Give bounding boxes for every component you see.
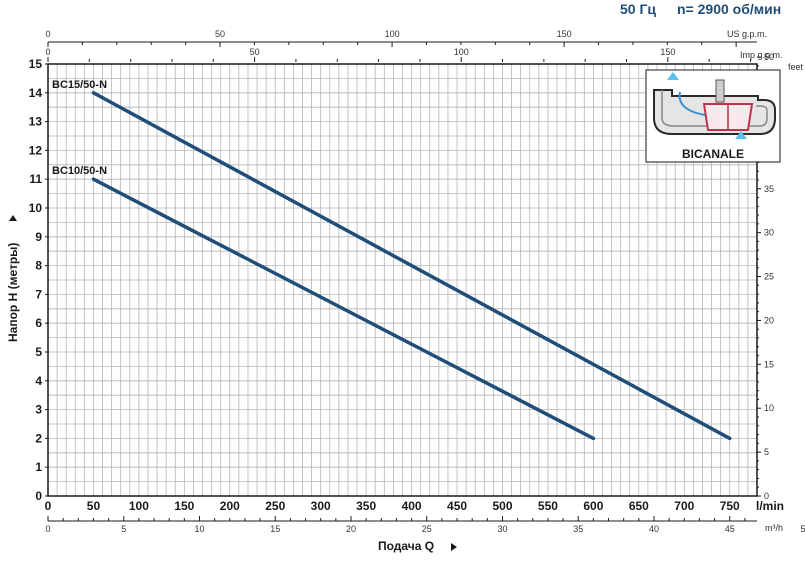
y-tick-label: 10 [29, 201, 43, 215]
header-speed: n= 2900 об/мин [677, 1, 781, 17]
y-tick-label: 3 [35, 403, 42, 417]
y-tick-label: 4 [35, 374, 42, 388]
y-axis-label: Напор H (метры) [6, 243, 20, 342]
x-tick-label-m3h: 50 [800, 524, 805, 534]
us-gpm-tick-label: 0 [45, 29, 50, 39]
us-gpm-tick-label: 50 [215, 29, 225, 39]
x-tick-label-lmin: 250 [265, 499, 285, 513]
x-tick-label-m3h: 10 [194, 524, 204, 534]
feet-tick-label: 5 [764, 447, 769, 457]
x-tick-label-lmin: 450 [447, 499, 467, 513]
x-tick-label-lmin: 150 [174, 499, 194, 513]
y-tick-label: 5 [35, 345, 42, 359]
feet-tick-label: 20 [764, 315, 774, 325]
x-tick-label-m3h: 20 [346, 524, 356, 534]
y-tick-label: 1 [35, 460, 42, 474]
imp-gpm-unit: Imp g.p.m. [740, 50, 783, 60]
y-tick-label: 14 [29, 86, 43, 100]
plot-frame [45, 41, 761, 522]
series-line-1 [91, 91, 732, 441]
x-unit-m3h: m³/h [765, 523, 783, 533]
y-tick-label: 13 [29, 115, 43, 129]
imp-gpm-tick-label: 100 [454, 47, 469, 57]
y-tick-label: 2 [35, 431, 42, 445]
x-tick-label-lmin: 100 [129, 499, 149, 513]
y-tick-label: 11 [29, 172, 42, 186]
x-axis-label: Подача Q [378, 539, 434, 553]
x-tick-label-lmin: 200 [220, 499, 240, 513]
x-tick-label-lmin: 0 [45, 499, 52, 513]
x-tick-label-m3h: 25 [422, 524, 432, 534]
series-label-1: BC15/50-N [52, 79, 107, 91]
feet-tick-label: 50 [764, 52, 774, 62]
inlet-arrow-icon [735, 131, 747, 139]
y-tick-label: 8 [35, 259, 42, 273]
feet-tick-label: 15 [764, 359, 774, 369]
y-tick-label: 9 [35, 230, 42, 244]
tick-labels: 0123456789101112131415051015202530354045… [29, 29, 805, 534]
outlet-arrow-icon [667, 72, 679, 80]
feet-tick-label: 0 [764, 491, 769, 501]
badge-label: BICANALE [682, 147, 744, 161]
x-tick-label-m3h: 15 [270, 524, 280, 534]
x-tick-label-m3h: 45 [725, 524, 735, 534]
x-tick-label-lmin: 300 [311, 499, 331, 513]
pump-curves: BC15/50-N BC10/50-N [52, 79, 732, 441]
x-tick-label-lmin: 400 [402, 499, 422, 513]
y-tick-label: 6 [35, 316, 42, 330]
feet-unit: feet [788, 62, 804, 72]
y-tick-label: 0 [35, 489, 42, 503]
x-tick-label-m3h: 5 [121, 524, 126, 534]
series-label-2: BC10/50-N [52, 165, 107, 177]
us-gpm-tick-label: 150 [557, 29, 572, 39]
x-tick-label-lmin: 50 [87, 499, 101, 513]
x-tick-label-lmin: 750 [720, 499, 740, 513]
feet-tick-label: 35 [764, 184, 774, 194]
x-tick-label-m3h: 30 [497, 524, 507, 534]
imp-gpm-tick-label: 50 [250, 47, 260, 57]
x-tick-label-lmin: 650 [629, 499, 649, 513]
feet-tick-label: 10 [764, 403, 774, 413]
x-tick-label-m3h: 40 [649, 524, 659, 534]
x-axis-arrow-icon [451, 543, 457, 551]
series-line-2 [91, 177, 596, 441]
y-tick-label: 12 [29, 143, 43, 157]
imp-gpm-tick-label: 0 [45, 47, 50, 57]
y-tick-label: 7 [35, 287, 42, 301]
imp-gpm-tick-label: 150 [660, 47, 675, 57]
x-tick-label-m3h: 35 [573, 524, 583, 534]
x-tick-label-lmin: 500 [492, 499, 512, 513]
grid [48, 64, 757, 496]
header-frequency: 50 Гц [620, 1, 656, 17]
y-tick-label: 15 [29, 57, 43, 71]
feet-tick-label: 30 [764, 228, 774, 238]
shaft-icon [715, 79, 725, 103]
bicanale-badge: BICANALE [645, 69, 781, 163]
x-tick-label-lmin: 700 [674, 499, 694, 513]
x-tick-label-lmin: 550 [538, 499, 558, 513]
feet-tick-label: 25 [764, 272, 774, 282]
y-axis-arrow-icon [9, 215, 17, 221]
x-tick-label-lmin: 600 [583, 499, 603, 513]
x-tick-label-lmin: 350 [356, 499, 376, 513]
x-tick-label-m3h: 0 [45, 524, 50, 534]
plot-border [47, 63, 758, 497]
x-unit-lmin: l/min [756, 499, 784, 513]
us-gpm-tick-label: 100 [385, 29, 400, 39]
us-gpm-unit: US g.p.m. [727, 29, 767, 39]
